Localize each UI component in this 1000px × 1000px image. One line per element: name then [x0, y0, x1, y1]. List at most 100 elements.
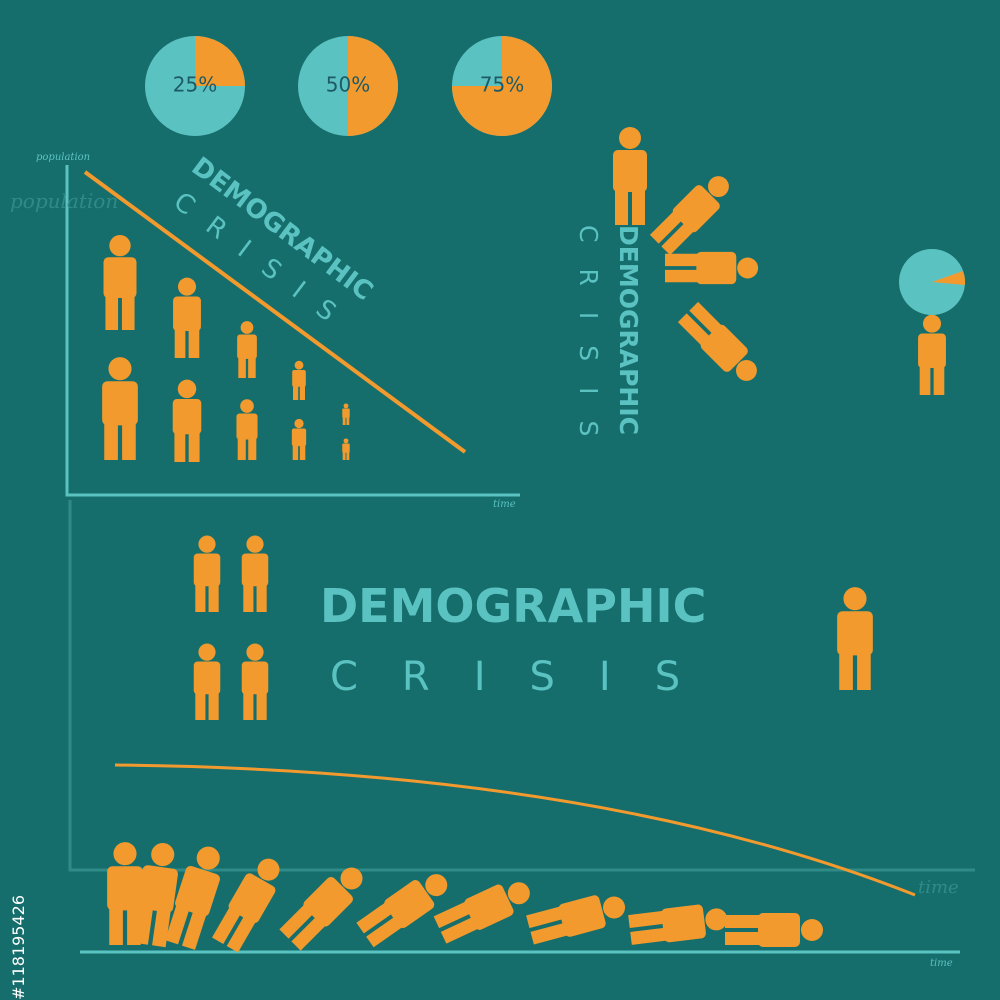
- axis-label: population: [36, 152, 90, 163]
- leg: [293, 385, 299, 400]
- head: [196, 846, 220, 870]
- leg: [530, 922, 569, 945]
- leg: [243, 583, 254, 612]
- axis-label: time: [493, 499, 516, 510]
- head: [109, 234, 131, 257]
- head: [257, 858, 280, 881]
- head: [735, 359, 757, 381]
- leg: [615, 189, 628, 225]
- leg: [725, 915, 761, 928]
- leg: [346, 452, 350, 460]
- torso: [918, 333, 946, 368]
- head: [198, 535, 216, 553]
- head: [707, 176, 729, 198]
- torso: [193, 553, 221, 587]
- head: [603, 896, 626, 919]
- leg: [122, 422, 136, 460]
- leg: [195, 583, 206, 612]
- torso: [672, 185, 720, 233]
- head: [507, 882, 530, 905]
- torso: [464, 884, 514, 930]
- leg: [181, 909, 207, 950]
- leg: [630, 927, 668, 945]
- leg: [919, 365, 931, 395]
- head: [151, 842, 175, 867]
- torso: [137, 865, 178, 913]
- person: [103, 234, 137, 330]
- people: [102, 127, 946, 953]
- leg: [366, 915, 404, 948]
- leg: [440, 916, 479, 944]
- person: [292, 360, 306, 400]
- leg: [292, 444, 299, 460]
- person: [212, 858, 280, 953]
- leg: [104, 422, 118, 460]
- torso: [102, 381, 138, 426]
- torso: [661, 904, 706, 943]
- leg: [165, 904, 190, 945]
- pies: 25% 50% 75%: [145, 36, 966, 315]
- head: [294, 418, 304, 429]
- pie-slice: [348, 36, 398, 136]
- person: [837, 587, 873, 690]
- leg: [226, 914, 256, 953]
- leg: [248, 357, 256, 378]
- head: [619, 127, 641, 149]
- ghost-label: population: [10, 189, 118, 213]
- person: [241, 535, 269, 612]
- person: [356, 874, 448, 948]
- pie-label: 50%: [326, 73, 370, 97]
- head: [177, 379, 197, 399]
- person: [134, 842, 178, 948]
- head: [705, 908, 728, 931]
- torso: [837, 611, 873, 656]
- person: [102, 357, 138, 460]
- torso: [228, 873, 276, 924]
- leg: [134, 905, 154, 945]
- subtitle: CRISIS: [330, 654, 724, 700]
- head: [425, 874, 448, 897]
- person: [649, 176, 729, 256]
- torso: [172, 399, 202, 435]
- stock-id: #118195426: [9, 895, 28, 1000]
- torso: [241, 661, 269, 695]
- leg: [195, 691, 206, 720]
- person: [193, 535, 221, 612]
- leg: [299, 385, 305, 400]
- person: [665, 251, 759, 285]
- leg: [342, 417, 346, 425]
- leg: [237, 437, 246, 460]
- head: [246, 535, 264, 553]
- leg: [188, 328, 200, 358]
- axis-label: time: [930, 958, 953, 969]
- leg: [105, 295, 119, 330]
- head: [922, 314, 942, 333]
- leg: [632, 189, 645, 225]
- person: [236, 399, 258, 460]
- trend-line: [83, 170, 467, 454]
- leg: [248, 437, 257, 460]
- person: [342, 403, 350, 425]
- person: [172, 379, 202, 462]
- leg: [174, 328, 186, 358]
- leg: [256, 583, 267, 612]
- torso: [384, 880, 435, 929]
- pie-head-slice: [932, 271, 966, 285]
- leg: [725, 932, 761, 945]
- leg: [109, 907, 123, 945]
- torso: [103, 257, 137, 298]
- leg: [291, 915, 327, 951]
- leg: [342, 452, 346, 460]
- torso: [696, 251, 737, 285]
- person: [526, 895, 626, 945]
- leg: [857, 652, 871, 690]
- head: [343, 403, 349, 409]
- head: [240, 321, 254, 334]
- person: [291, 418, 307, 460]
- head: [294, 360, 304, 370]
- person: [165, 846, 220, 950]
- torso: [236, 413, 258, 440]
- pie-slice: [195, 36, 245, 86]
- person: [237, 321, 257, 378]
- leg: [649, 210, 683, 244]
